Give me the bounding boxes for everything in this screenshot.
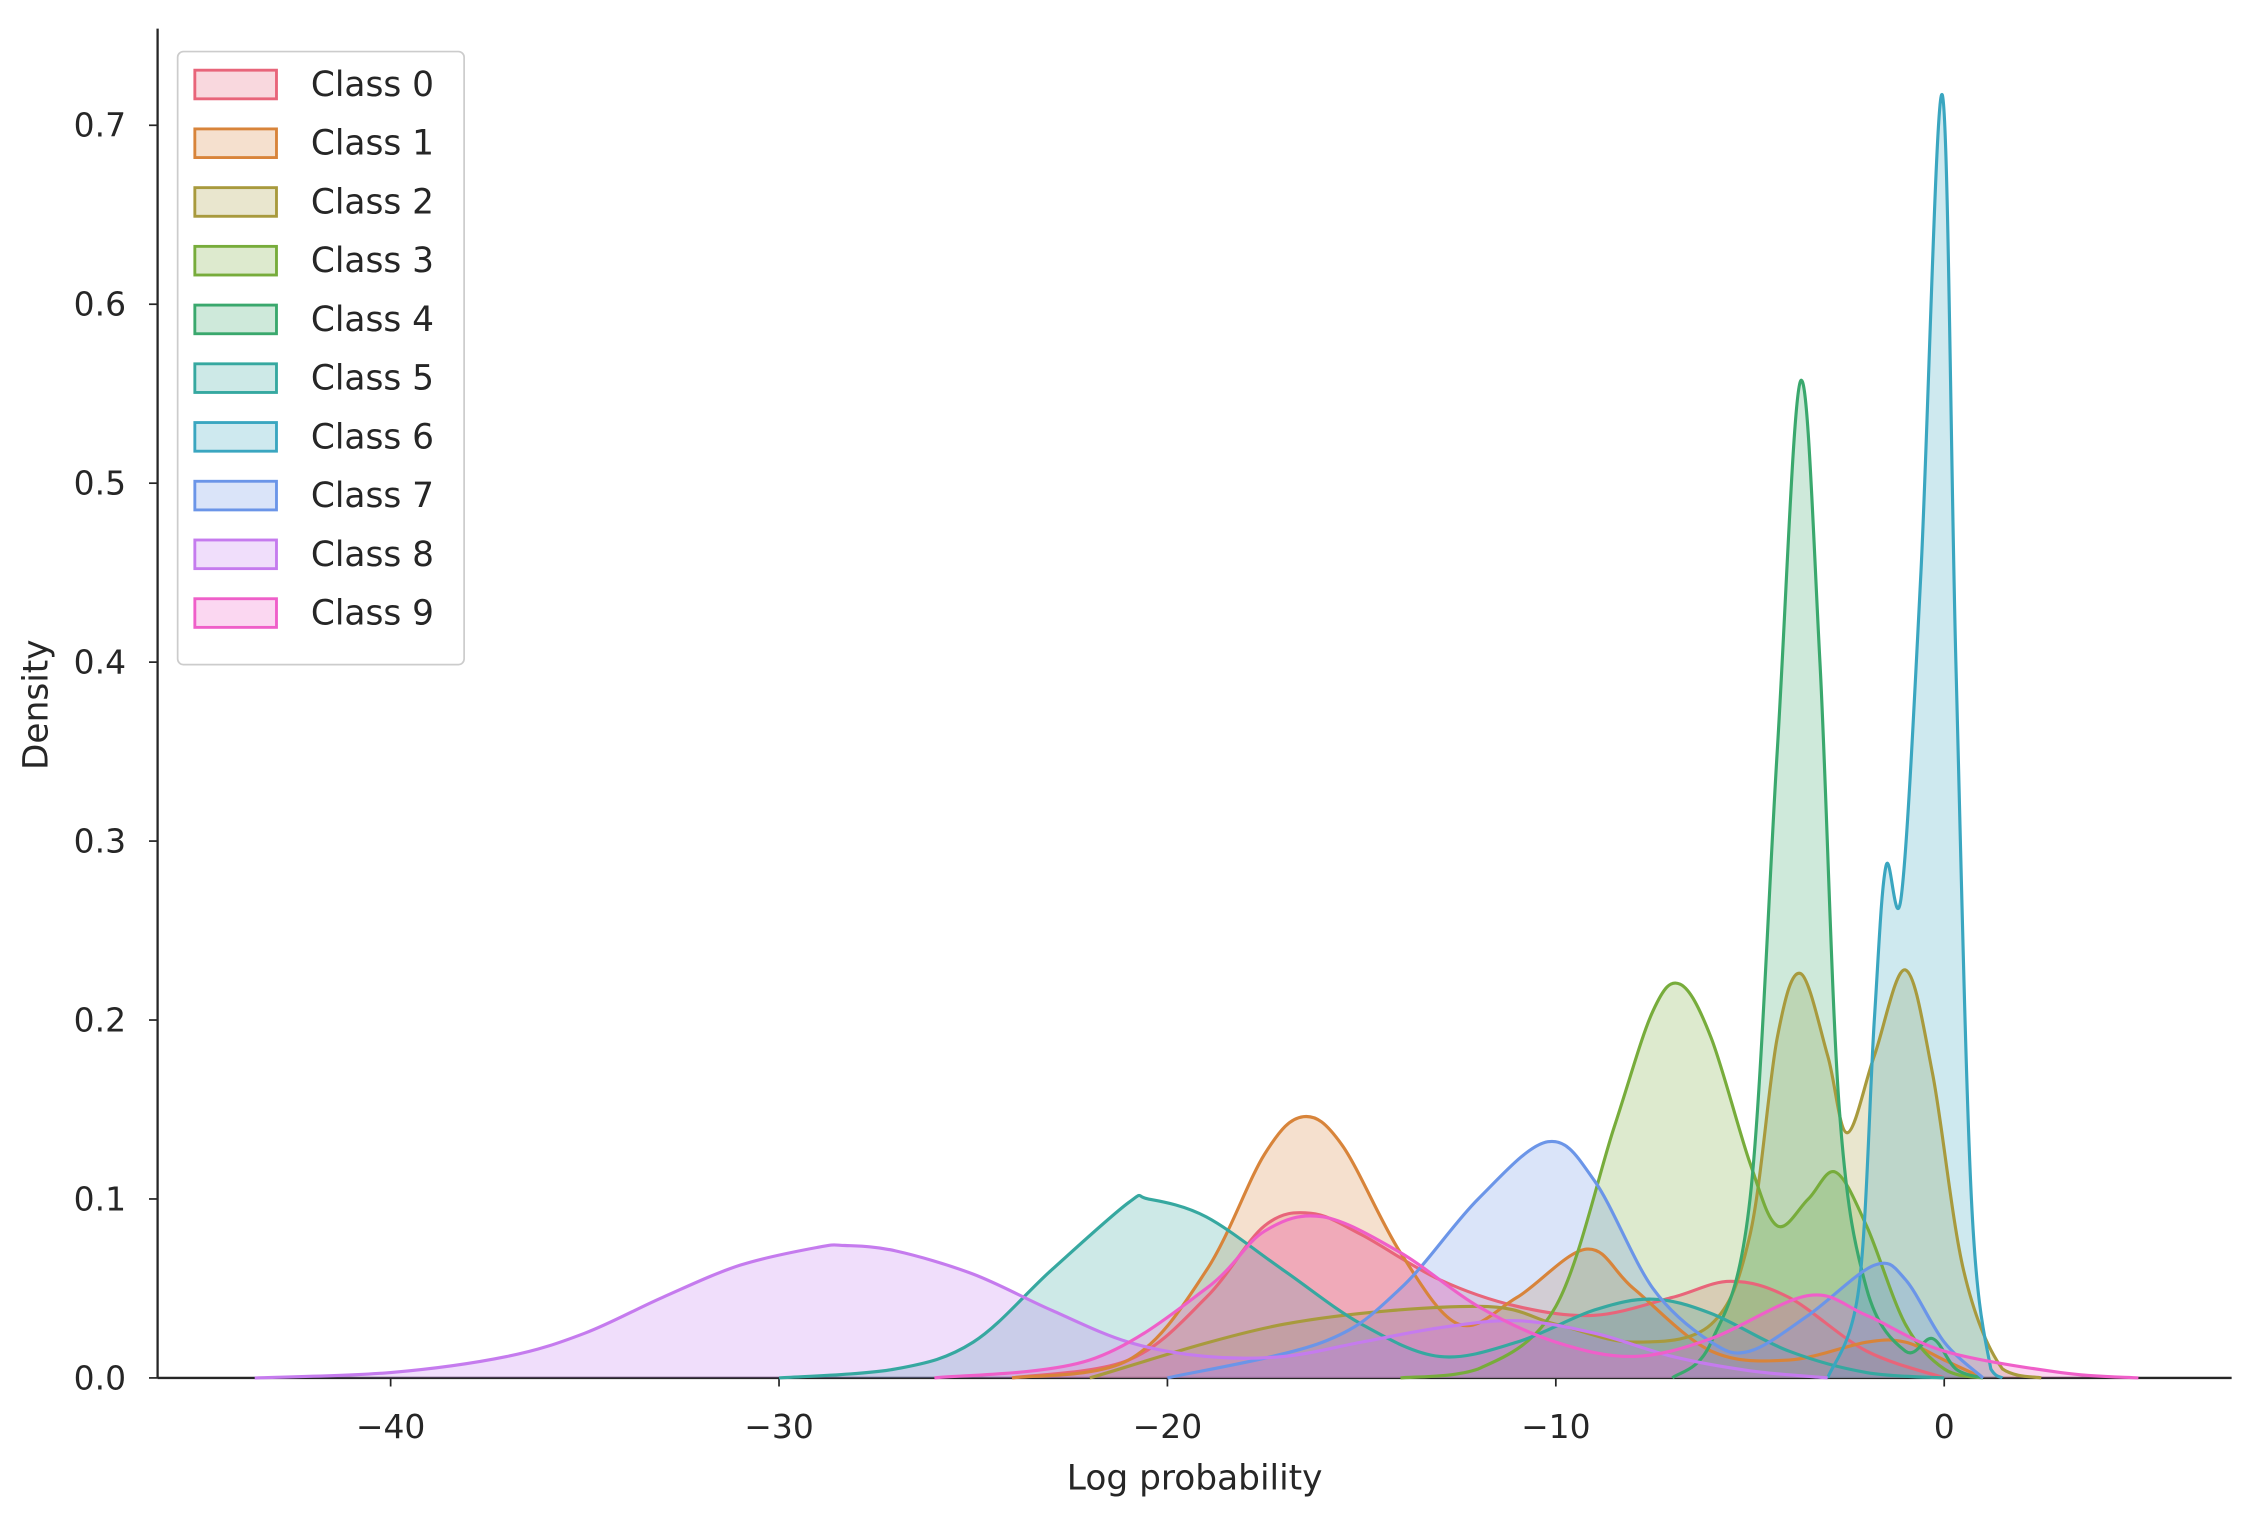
- density-area: [254, 1244, 1828, 1378]
- y-tick-label: 0.0: [74, 1358, 126, 1397]
- density-line: [1089, 968, 2042, 1380]
- lines: [254, 93, 2139, 1380]
- legend-label: Class 1: [311, 124, 434, 164]
- legend-label: Class 9: [311, 594, 434, 634]
- legend-label: Class 7: [311, 476, 434, 516]
- legend-swatch: [193, 421, 278, 453]
- legend-label: Class 8: [311, 535, 434, 575]
- x-axis-label: Log probability: [1067, 1459, 1323, 1499]
- legend-swatch: [193, 538, 278, 571]
- x-tick-label: −10: [1521, 1407, 1591, 1446]
- y-tick-label: 0.1: [74, 1179, 126, 1218]
- density-area: [779, 1195, 1945, 1378]
- legend-swatch: [193, 186, 278, 218]
- density-area: [1089, 969, 2042, 1378]
- legend-label: Class 6: [311, 417, 434, 457]
- density-line: [1671, 378, 1984, 1380]
- y-tick-label: 0.3: [74, 822, 126, 861]
- legend-label: Class 0: [311, 65, 434, 105]
- density-area: [1012, 1116, 1984, 1378]
- x-tick-label: −20: [1133, 1407, 1203, 1446]
- y-tick-label: 0.4: [74, 643, 126, 682]
- density-line: [1011, 1211, 1945, 1380]
- legend-label: Class 4: [311, 300, 434, 340]
- legend-swatch: [193, 479, 278, 512]
- legend-swatch: [193, 303, 278, 336]
- areas: [254, 94, 2139, 1378]
- density-line: [254, 1243, 1828, 1380]
- density-area: [1827, 94, 2003, 1378]
- y-tick-label: 0.7: [74, 106, 126, 145]
- density-line: [1011, 1114, 1984, 1380]
- density-area: [934, 1215, 2139, 1378]
- y-tick-label: 0.5: [74, 464, 126, 503]
- legend-label: Class 3: [311, 241, 434, 281]
- legend-swatch: [193, 597, 278, 629]
- y-tick-label: 0.6: [74, 285, 126, 324]
- x-tick-label: −40: [356, 1407, 426, 1446]
- legend-swatch: [193, 244, 278, 277]
- legend-label: Class 5: [311, 359, 434, 399]
- density-line: [1167, 1139, 1985, 1380]
- density-line: [1826, 93, 2004, 1380]
- x-tick-label: −30: [744, 1407, 814, 1446]
- density-line: [778, 1193, 1945, 1380]
- y-axis-label: Density: [16, 639, 56, 770]
- legend-label: Class 2: [311, 182, 434, 222]
- x-tick-label: 0: [1934, 1407, 1955, 1446]
- legend-swatch: [193, 362, 278, 394]
- legend-swatch: [193, 127, 278, 159]
- density-area: [1400, 983, 1984, 1378]
- y-tick-label: 0.2: [74, 1000, 126, 1039]
- legend-swatch: [193, 68, 278, 101]
- density-line: [1400, 981, 1984, 1380]
- density-line: [934, 1214, 2139, 1380]
